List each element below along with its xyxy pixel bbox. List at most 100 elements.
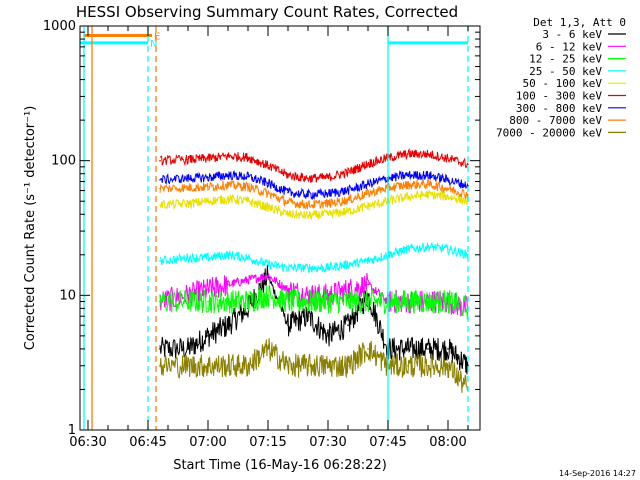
series-point bbox=[367, 294, 369, 297]
series-point bbox=[227, 253, 229, 256]
series-point bbox=[247, 256, 249, 259]
series-point bbox=[267, 182, 269, 185]
series-point bbox=[407, 348, 409, 350]
series-point bbox=[247, 364, 249, 367]
series-point bbox=[247, 279, 249, 281]
x-tick-label: 08:00 bbox=[429, 435, 466, 450]
series-point bbox=[267, 348, 269, 350]
series-point bbox=[207, 200, 209, 203]
legend-entry-label: 100 - 300 keV bbox=[516, 90, 602, 103]
series-point bbox=[227, 155, 229, 157]
series-point bbox=[367, 205, 369, 207]
series-point bbox=[307, 294, 309, 297]
series-point bbox=[247, 156, 249, 159]
plot-frame bbox=[79, 25, 481, 431]
series-point bbox=[347, 263, 349, 266]
series-point bbox=[367, 348, 369, 350]
series-point bbox=[407, 153, 409, 155]
series-point bbox=[327, 300, 329, 303]
series-point bbox=[307, 315, 309, 317]
series-point bbox=[407, 174, 409, 176]
series-point bbox=[307, 267, 309, 269]
series-point bbox=[347, 171, 349, 174]
series-point bbox=[187, 256, 189, 259]
legend-entry-label: 50 - 100 keV bbox=[523, 77, 603, 90]
x-tick-label: 06:30 bbox=[69, 435, 106, 450]
series-point bbox=[187, 364, 189, 367]
series-point bbox=[267, 294, 269, 297]
series-point bbox=[287, 324, 289, 327]
series-point bbox=[207, 335, 209, 337]
legend-entry-label: 6 - 12 keV bbox=[536, 40, 603, 53]
series-point bbox=[207, 364, 209, 367]
series-point bbox=[159, 364, 161, 367]
series-point bbox=[227, 300, 229, 303]
series-line bbox=[159, 178, 469, 210]
plot-area: EN bbox=[80, 26, 469, 430]
series-point bbox=[227, 283, 229, 286]
series-point bbox=[447, 364, 449, 367]
x-axis: 06:30 06:45 07:00 07:15 07:30 07:45 08:00 bbox=[69, 26, 469, 450]
series-point bbox=[159, 260, 161, 262]
series-point bbox=[447, 179, 449, 181]
series-point bbox=[159, 159, 161, 162]
series-point bbox=[427, 174, 429, 176]
series-point bbox=[427, 193, 429, 196]
series-point bbox=[307, 300, 309, 303]
series-point bbox=[267, 263, 269, 266]
y-tick-label: 1 bbox=[68, 423, 76, 438]
marker-label: E bbox=[154, 32, 160, 43]
series-point bbox=[247, 200, 249, 203]
x-tick-label: 07:00 bbox=[189, 435, 226, 450]
series-point bbox=[159, 204, 161, 206]
series-point bbox=[159, 179, 161, 181]
series-point bbox=[347, 210, 349, 213]
series-point bbox=[287, 300, 289, 303]
series-point bbox=[347, 288, 349, 291]
series-point bbox=[207, 185, 209, 188]
series-point bbox=[327, 192, 329, 195]
series-line bbox=[159, 241, 469, 273]
y-tick-label: 10 bbox=[59, 288, 76, 303]
series-point bbox=[287, 201, 289, 204]
series-line bbox=[159, 265, 469, 375]
series-point bbox=[187, 294, 189, 297]
series-point bbox=[427, 300, 429, 303]
series-point bbox=[267, 206, 269, 209]
legend-entry-label: 25 - 50 keV bbox=[529, 65, 602, 78]
series-point bbox=[327, 294, 329, 297]
series-point bbox=[327, 202, 329, 205]
series-point bbox=[427, 245, 429, 248]
series-line bbox=[159, 170, 469, 201]
series-point bbox=[447, 300, 449, 303]
series-point bbox=[327, 364, 329, 367]
series-point bbox=[347, 189, 349, 192]
series-point bbox=[447, 248, 449, 251]
legend-title: Det 1,3, Att 0 bbox=[533, 16, 626, 29]
series-point bbox=[247, 185, 249, 188]
y-axis-label: Corrected Count Rate (s⁻¹ detector⁻¹) bbox=[23, 106, 38, 351]
x-axis-label: Start Time (16-May-16 06:28:22) bbox=[173, 458, 387, 473]
series-point bbox=[367, 162, 369, 165]
y-axis: 1 10 100 1000 bbox=[43, 19, 480, 438]
series-point bbox=[207, 300, 209, 303]
chart-title: HESSI Observing Summary Count Rates, Cor… bbox=[76, 3, 458, 21]
series-point bbox=[367, 283, 369, 286]
x-tick-label: 07:15 bbox=[249, 435, 286, 450]
series-point bbox=[159, 300, 161, 303]
series-point bbox=[247, 175, 249, 178]
series-point bbox=[187, 177, 189, 180]
series-point bbox=[287, 213, 289, 216]
legend-entry-label: 7000 - 20000 keV bbox=[496, 126, 602, 139]
x-tick-label: 07:30 bbox=[309, 435, 346, 450]
series-line bbox=[159, 190, 469, 220]
series-point bbox=[307, 177, 309, 180]
series-point bbox=[347, 364, 349, 367]
series-point bbox=[467, 253, 469, 256]
series-point bbox=[347, 300, 349, 303]
series-point bbox=[227, 324, 229, 327]
series-point bbox=[187, 300, 189, 303]
series-point bbox=[287, 364, 289, 367]
